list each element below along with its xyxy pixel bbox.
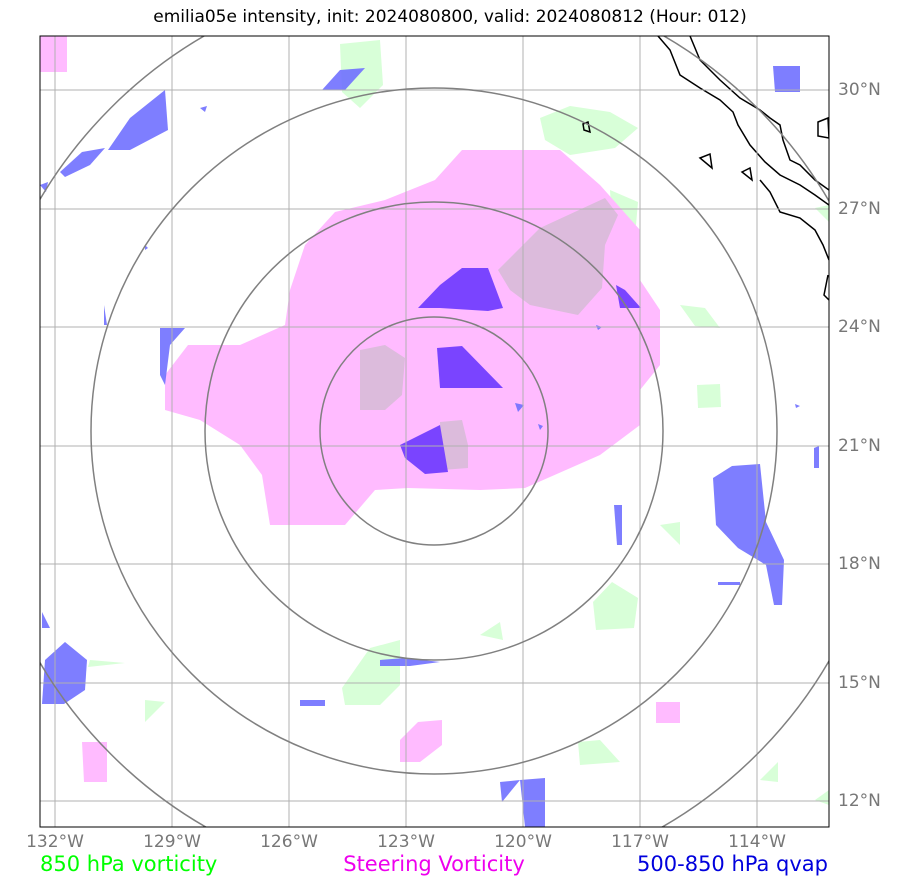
map-gridlines (40, 36, 829, 827)
lon-tick-label: 132°W (26, 832, 84, 852)
lat-tick-label: 24°N (838, 317, 881, 337)
qvap-overlap-layer (400, 268, 641, 474)
coastline (582, 36, 829, 301)
legend-850-vorticity: 850 hPa vorticity (40, 852, 218, 876)
plot-title: emilia05e intensity, init: 2024080800, v… (153, 7, 747, 27)
legend-qvap: 500-850 hPa qvap (637, 852, 828, 876)
lon-tick-label: 120°W (494, 832, 552, 852)
vorticity-850-layer (88, 40, 829, 805)
lon-tick-label: 123°W (377, 832, 435, 852)
legend-steering-vorticity: Steering Vorticity (343, 852, 525, 876)
qvap-layer (40, 66, 819, 827)
lat-tick-label: 18°N (838, 554, 881, 574)
range-ring-2 (204, 201, 664, 661)
lon-tick-label: 114°W (728, 832, 786, 852)
lon-tick-label: 129°W (143, 832, 201, 852)
lat-tick-label: 27°N (838, 199, 881, 219)
lon-tick-label: 126°W (260, 832, 318, 852)
lat-tick-label: 30°N (838, 80, 881, 100)
range-ring-1 (319, 316, 549, 546)
lon-tick-label: 117°W (611, 832, 669, 852)
lat-tick-label: 15°N (838, 673, 881, 693)
map-frame (39, 35, 830, 828)
range-ring-3 (90, 87, 778, 775)
lat-tick-label: 12°N (838, 791, 881, 811)
lat-tick-label: 21°N (838, 436, 881, 456)
